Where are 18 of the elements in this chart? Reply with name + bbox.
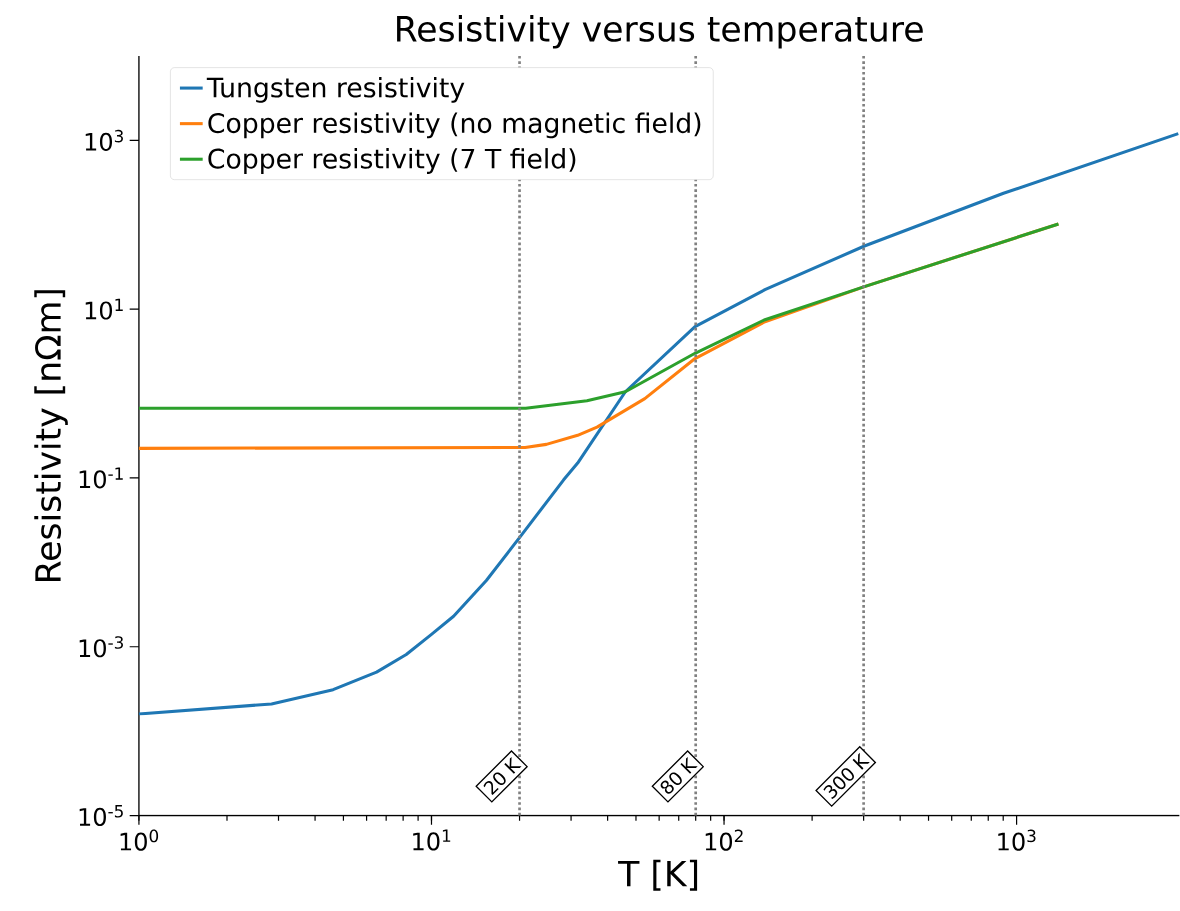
- x-tick-label: 10$^{3}$: [998, 829, 1036, 851]
- x-tick-label: 10$^{1}$: [413, 829, 451, 851]
- y-axis-title: Resistivity [nΩm]: [34, 289, 68, 581]
- y-tick-label: 10$^{3}$: [85, 129, 123, 151]
- y-tick-label: 10$^{-5}$: [79, 804, 123, 826]
- y-tick-label: 10$^{-1}$: [79, 467, 123, 489]
- legend-label: Copper resistivity (7 T field): [208, 147, 576, 174]
- y-tick-label: 10$^{1}$: [85, 298, 123, 320]
- ref-line-label: 20 K: [483, 756, 522, 795]
- legend-label: Copper resistivity (no magnetic field): [208, 112, 701, 139]
- x-axis-title: T [K]: [618, 859, 698, 891]
- legend-label: Tungsten resistivity: [206, 76, 465, 103]
- chart-title: Resistivity versus temperature: [397, 14, 923, 49]
- y-tick-label: 10$^{-3}$: [79, 635, 123, 658]
- ref-line-label: 300 K: [823, 752, 870, 799]
- x-tick-label: 10$^{2}$: [705, 829, 743, 851]
- x-tick-label: 10$^{0}$: [120, 829, 159, 851]
- ref-line-label: 80 K: [660, 756, 698, 794]
